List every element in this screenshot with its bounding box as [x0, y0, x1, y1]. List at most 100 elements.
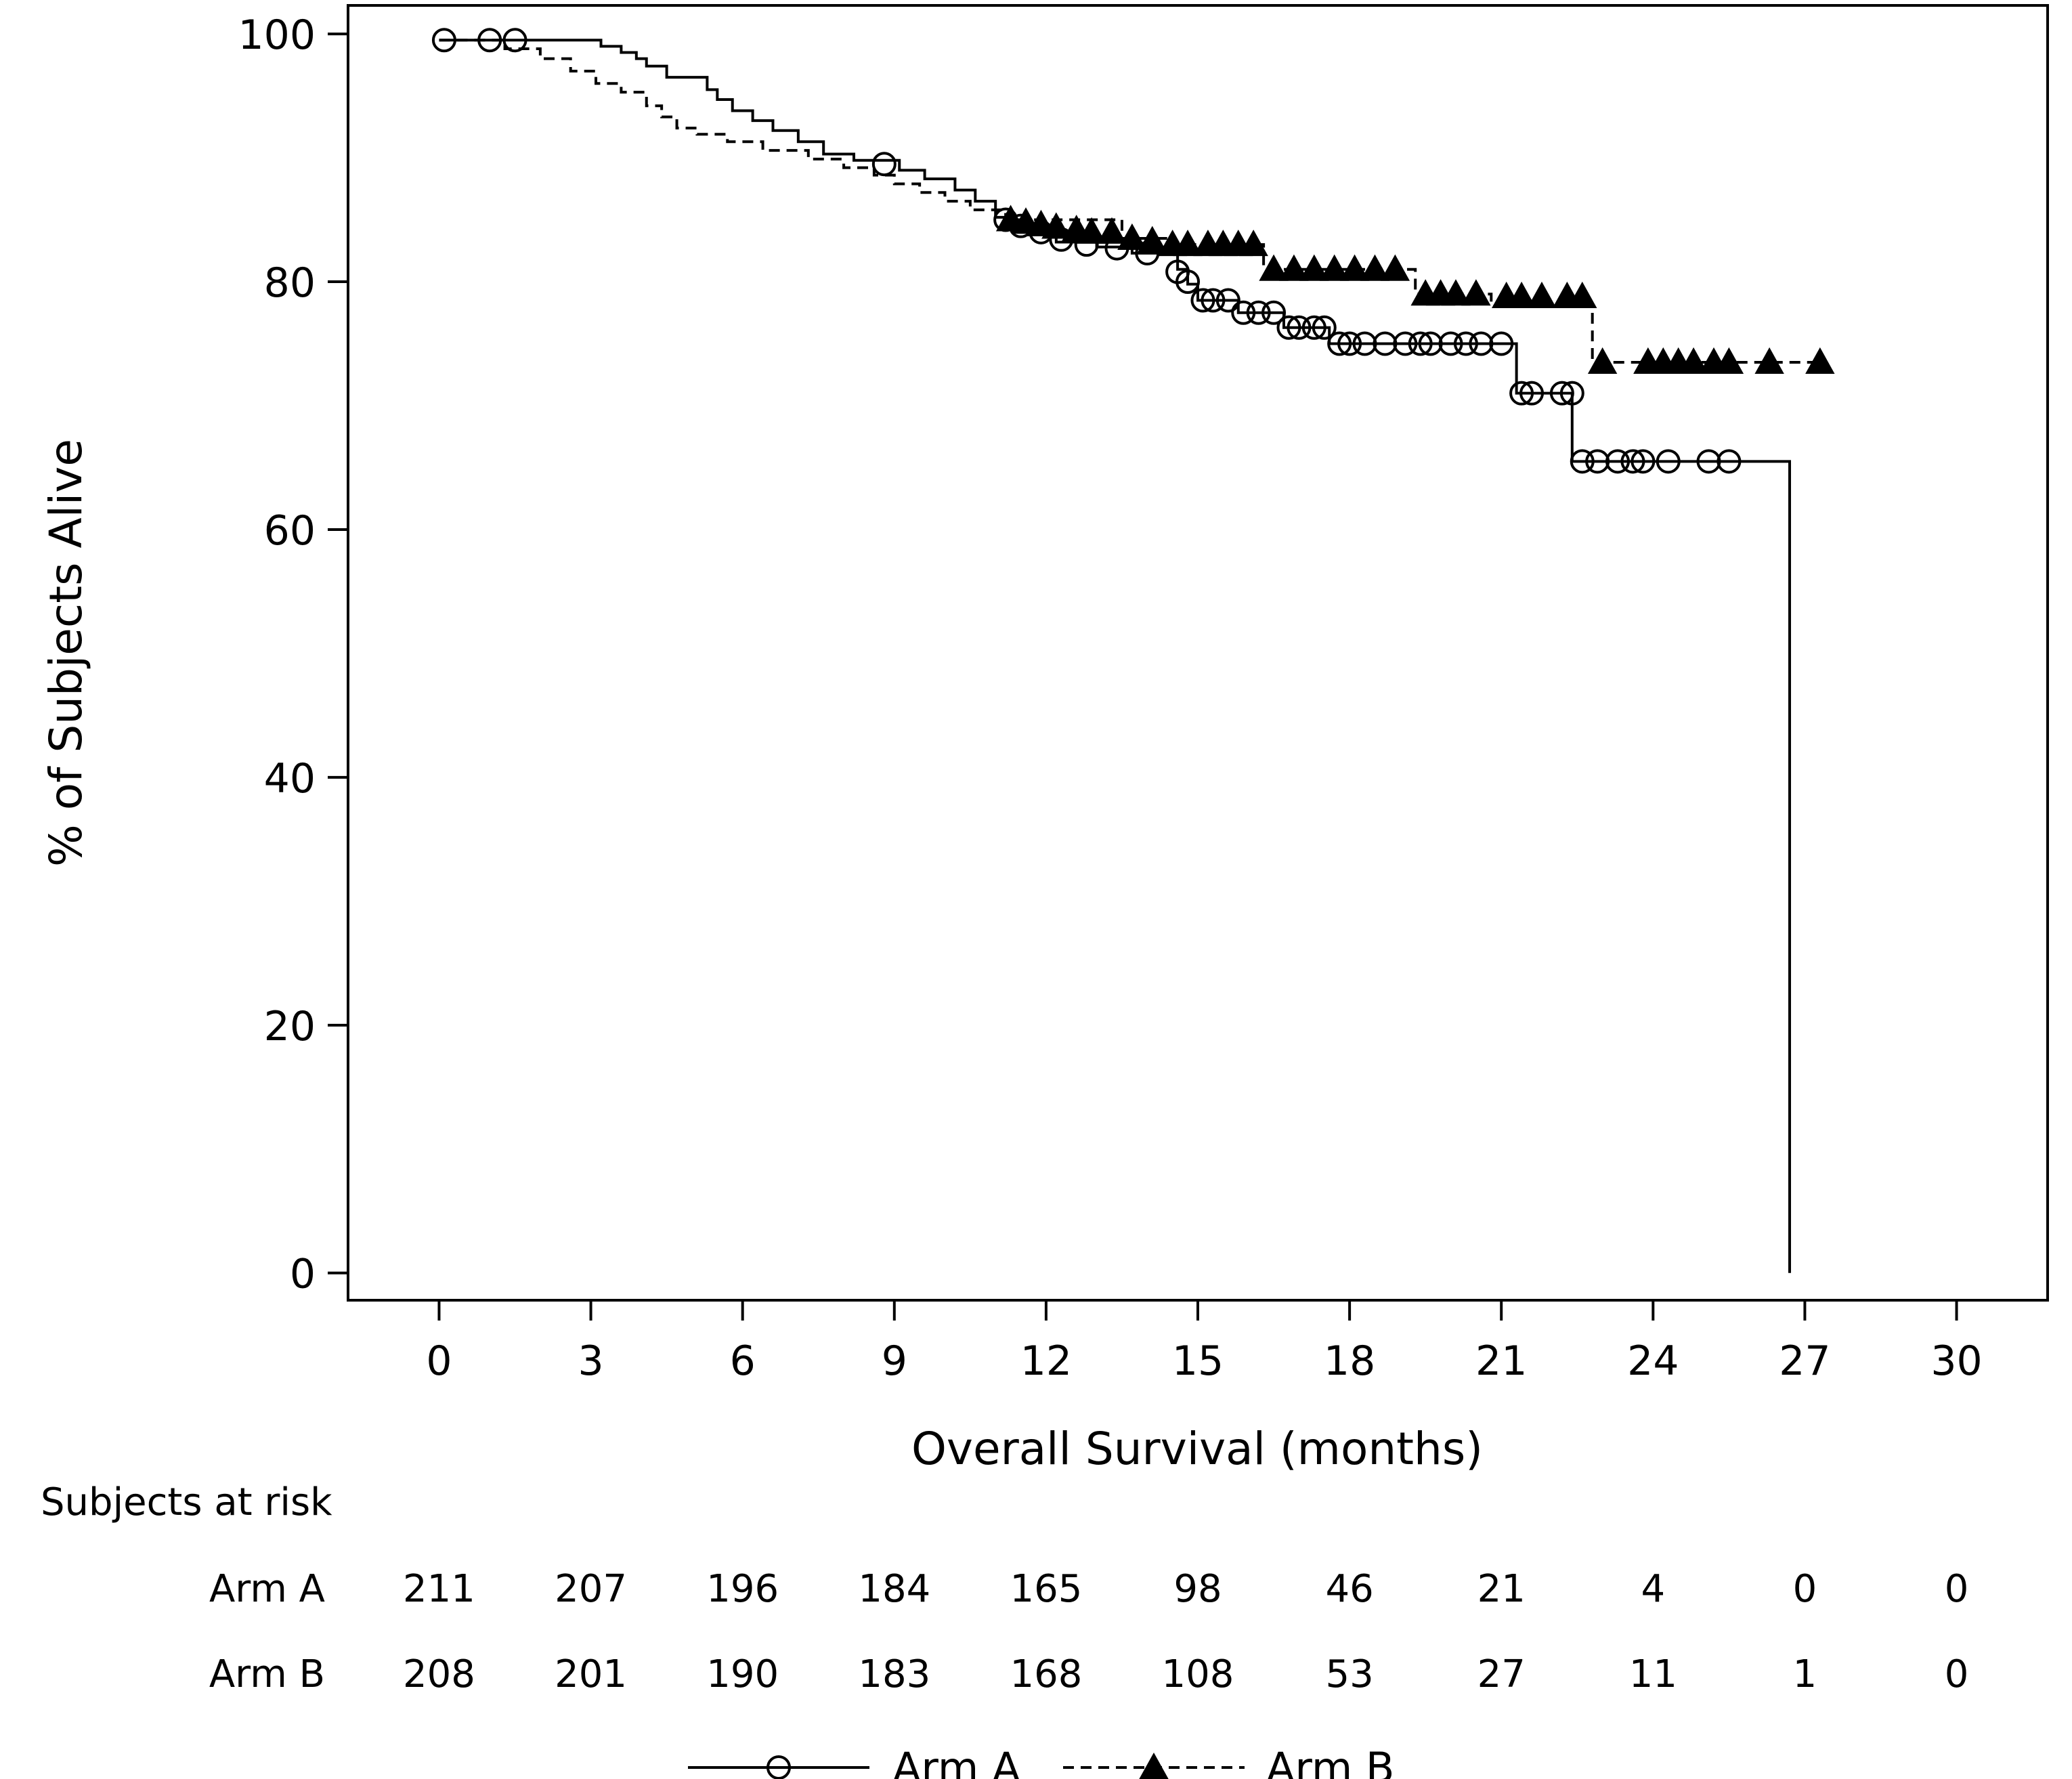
censor-marker-triangle — [1507, 281, 1536, 308]
x-tick-label: 15 — [1172, 1337, 1224, 1385]
risk-table-cell: 208 — [403, 1652, 475, 1696]
censor-marker-circle — [1453, 331, 1478, 356]
censor-marker-circle — [1261, 300, 1287, 325]
censor-marker-triangle — [1041, 212, 1071, 239]
survival-curve — [439, 39, 1820, 364]
risk-table-cell: 11 — [1629, 1652, 1677, 1696]
series-arm-a — [431, 28, 1792, 1273]
x-tick-label: 9 — [882, 1337, 907, 1385]
risk-table-cell: 4 — [1641, 1567, 1666, 1611]
censor-marker-triangle — [1138, 226, 1167, 253]
censor-marker-triangle — [1299, 254, 1329, 281]
risk-table: Subjects at risk Arm A 211 207 196 184 165 98 4… — [41, 1480, 1968, 1696]
risk-table-row-label: Arm A — [209, 1567, 325, 1611]
x-tick-label: 0 — [426, 1337, 452, 1385]
censor-marker-circle — [767, 1755, 791, 1779]
censor-marker-circle — [1276, 315, 1301, 340]
risk-table-cell: 53 — [1325, 1652, 1373, 1696]
censor-marker-circle — [1438, 331, 1463, 356]
censor-marker-triangle — [1461, 279, 1491, 306]
censor-marker-circle — [1373, 331, 1398, 356]
censor-marker-triangle — [1679, 347, 1708, 374]
risk-table-cell: 165 — [1010, 1567, 1082, 1611]
x-tick-label: 6 — [730, 1337, 756, 1385]
censor-marker-triangle — [1279, 254, 1309, 281]
plot-frame — [347, 4, 2049, 1302]
censor-marker-triangle — [1441, 279, 1471, 306]
y-axis: 0 20 40 60 80 100 — [238, 12, 348, 1298]
censor-marker-circle — [502, 28, 527, 53]
risk-table-cell: 190 — [706, 1652, 779, 1696]
censor-marker-circle — [1509, 381, 1534, 406]
censor-marker-circle — [1489, 331, 1514, 356]
x-axis: 0 3 6 9 12 15 18 21 24 27 30 — [426, 1300, 1983, 1385]
censor-marker-triangle — [1568, 281, 1597, 308]
censor-marker-circle — [1559, 381, 1584, 406]
censor-marker-triangle — [1259, 254, 1289, 281]
censor-marker-circle — [1312, 315, 1337, 340]
censor-marker-triangle — [1238, 230, 1268, 257]
censor-marker-circle — [1605, 449, 1631, 474]
x-axis-label: Overall Survival (months) — [911, 1423, 1483, 1475]
risk-table-cell: 0 — [1945, 1652, 1969, 1696]
censor-marker-circle — [1585, 449, 1610, 474]
censor-marker-circle — [1215, 288, 1240, 313]
y-tick-label: 100 — [238, 12, 316, 59]
censor-marker-triangle — [1319, 254, 1350, 281]
y-tick-label: 40 — [264, 755, 316, 802]
risk-table-cell: 196 — [706, 1567, 779, 1611]
censor-marker-triangle — [1173, 230, 1203, 257]
censor-marker-circle — [1519, 381, 1545, 406]
risk-table-cell: 0 — [1793, 1567, 1817, 1611]
censor-marker-circle — [1175, 270, 1201, 295]
censor-marker-circle — [431, 28, 456, 53]
censor-marker-triangle — [1754, 347, 1784, 374]
series-arm-b — [439, 39, 1835, 374]
x-tick-label: 24 — [1627, 1337, 1679, 1385]
censor-marker-triangle — [1714, 347, 1744, 374]
censor-marker-circle — [1549, 381, 1574, 406]
y-tick-label: 60 — [264, 507, 316, 555]
censor-marker-circle — [1620, 449, 1645, 474]
legend-label-arm-a: Arm A — [892, 1743, 1020, 1779]
x-tick-label: 18 — [1324, 1337, 1375, 1385]
censor-marker-circle — [871, 152, 897, 177]
risk-table-cell: 108 — [1162, 1652, 1234, 1696]
risk-table-cell: 21 — [1477, 1567, 1526, 1611]
censor-marker-triangle — [1077, 217, 1106, 244]
censor-marker-circle — [1201, 288, 1226, 313]
censor-marker-circle — [1327, 331, 1352, 356]
risk-table-title: Subjects at risk — [41, 1480, 332, 1524]
censor-marker-triangle — [1527, 281, 1557, 308]
censor-marker-triangle — [1117, 223, 1147, 250]
x-tick-label: 27 — [1779, 1337, 1830, 1385]
x-tick-label: 3 — [578, 1337, 603, 1385]
censor-marker-circle — [1287, 315, 1312, 340]
risk-table-cell: 0 — [1945, 1567, 1969, 1611]
censor-marker-triangle — [1360, 254, 1390, 281]
legend-label-arm-b: Arm B — [1266, 1743, 1394, 1779]
risk-table-cell: 98 — [1173, 1567, 1222, 1611]
censor-marker-circle — [1190, 288, 1215, 313]
risk-table-cell: 201 — [555, 1652, 627, 1696]
censor-marker-circle — [1631, 449, 1656, 474]
censor-marker-circle — [1717, 449, 1742, 474]
y-tick-label: 80 — [264, 259, 316, 307]
censor-marker-circle — [1231, 300, 1256, 325]
risk-table-cell: 27 — [1477, 1652, 1526, 1696]
series-layer — [431, 28, 1835, 1273]
censor-marker-triangle — [1380, 254, 1410, 281]
censor-marker-circle — [1656, 449, 1681, 474]
risk-table-cell: 168 — [1010, 1652, 1082, 1696]
legend: Arm A Arm B — [688, 1743, 1394, 1779]
censor-marker-circle — [1696, 449, 1721, 474]
censor-marker-triangle — [1805, 347, 1835, 374]
x-tick-label: 30 — [1930, 1337, 1982, 1385]
censor-marker-triangle — [1587, 347, 1618, 374]
censor-marker-circle — [1418, 331, 1443, 356]
censor-marker-circle — [1352, 331, 1377, 356]
censor-marker-triangle — [1339, 254, 1370, 281]
y-tick-label: 20 — [264, 1003, 316, 1050]
risk-table-cell: 207 — [555, 1567, 627, 1611]
